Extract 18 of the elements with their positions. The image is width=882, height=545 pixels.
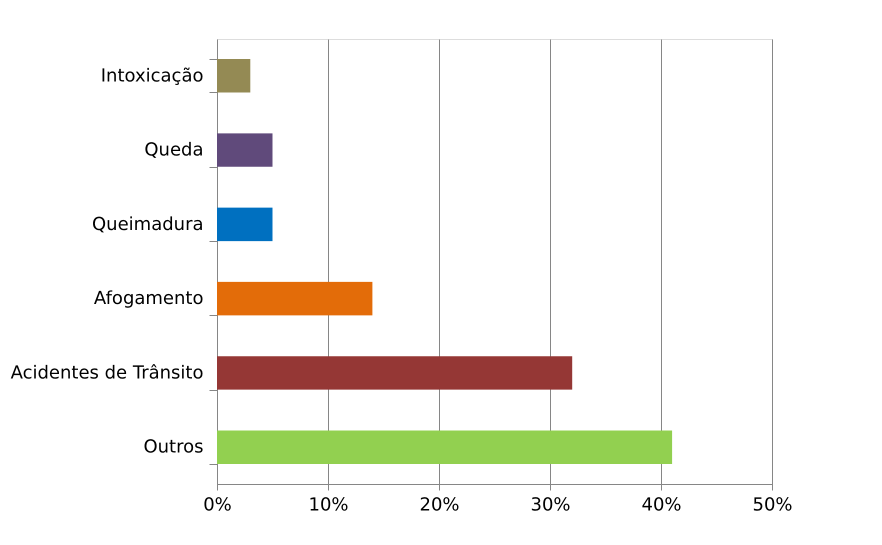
x-tick-label: 50% [752,494,793,516]
y-tick-label: Queda [144,140,204,161]
y-tick-label: Acidentes de Trânsito [10,362,204,384]
bar [217,430,672,464]
x-tick-label: 10% [308,494,349,516]
x-tick-label: 0% [203,494,232,516]
y-tick-label: Queimadura [92,214,204,235]
bar [217,356,572,390]
bar [217,59,250,92]
bar [217,133,272,167]
x-tick-label: 30% [530,494,571,516]
bar [217,208,272,242]
y-tick-label: Afogamento [94,288,204,310]
x-tick-label: 40% [641,494,682,516]
y-tick-label: Intoxicação [100,65,204,86]
bar [217,282,372,316]
x-tick-label: 20% [419,494,460,516]
y-tick-label: Outros [143,436,204,458]
